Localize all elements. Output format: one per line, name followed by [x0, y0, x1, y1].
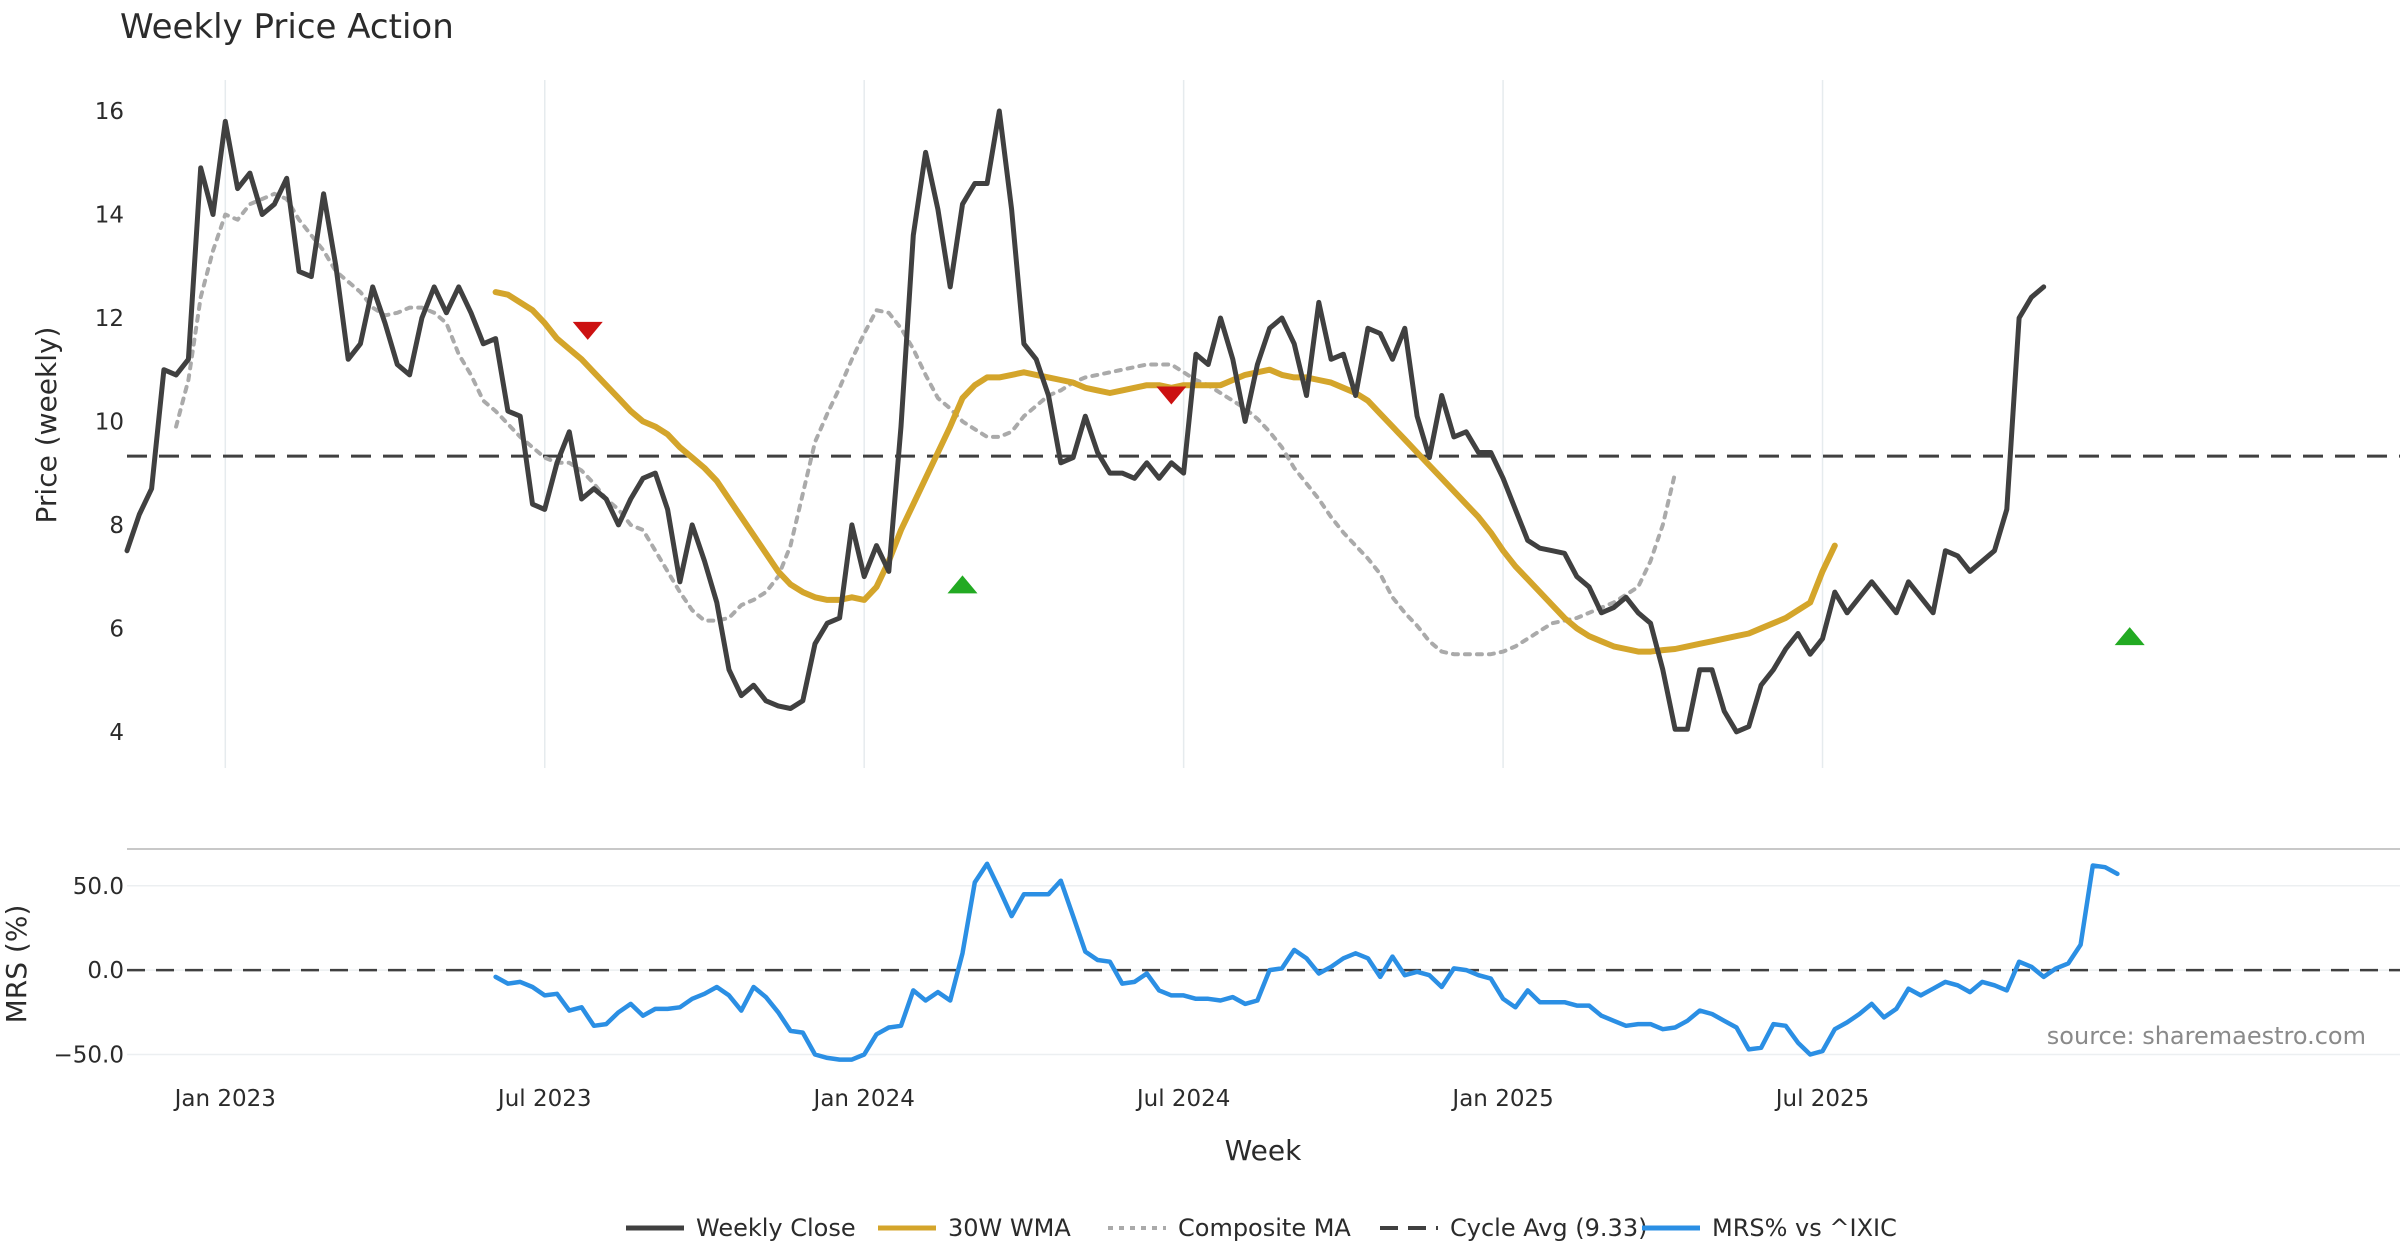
- x-axis-label: Week: [1225, 1134, 1302, 1167]
- weekly-close-line: [124, 108, 2047, 735]
- price-y-tick-label: 10: [95, 409, 124, 435]
- wma-30w-line: [492, 289, 1838, 655]
- x-tick-label: Jan 2024: [812, 1086, 915, 1112]
- x-tick-label: Jan 2023: [173, 1086, 276, 1112]
- signal-markers: [572, 321, 2145, 646]
- x-tick-label: Jan 2025: [1450, 1086, 1553, 1112]
- legend-label: Composite MA: [1178, 1214, 1351, 1242]
- chart-title: Weekly Price Action: [120, 7, 454, 47]
- reference-lines: [127, 454, 2400, 972]
- legend-label: Weekly Close: [696, 1214, 856, 1242]
- x-tick-label: Jul 2025: [1774, 1086, 1870, 1112]
- price-y-tick-label: 12: [95, 306, 124, 332]
- legend-label: 30W WMA: [948, 1214, 1071, 1242]
- mrs-y-tick-label: 0.0: [87, 958, 124, 984]
- x-ticks: Jan 2023 Jul 2023 Jan 2024 Jul 2024 Jan 2025…: [173, 1086, 1870, 1112]
- x-tick-label: Jul 2024: [1135, 1086, 1231, 1112]
- price-y-tick-label: 8: [109, 513, 124, 539]
- legend-label: Cycle Avg (9.33): [1450, 1214, 1647, 1242]
- composite-ma-line: [174, 191, 1678, 657]
- legend-label: MRS% vs ^IXIC: [1712, 1214, 1897, 1242]
- price-y-axis-label: Price (weekly): [30, 327, 63, 524]
- source-text: source: sharemaestro.com: [2047, 1022, 2366, 1050]
- price-y-tick-label: 6: [109, 616, 124, 642]
- series-lines: [124, 108, 2120, 1062]
- grid: [127, 80, 2400, 1056]
- sell-signal-marker: [572, 321, 603, 340]
- price-y-tick-label: 16: [95, 99, 124, 125]
- buy-signal-marker: [947, 575, 978, 594]
- price-y-ticks: 4 6 8 10 12 14 16: [95, 99, 124, 746]
- mrs-y-ticks: 50.0 0.0 −50.0: [54, 874, 124, 1069]
- mrs-y-axis-label: MRS (%): [0, 905, 33, 1024]
- price-y-tick-label: 4: [109, 720, 124, 746]
- buy-signal-marker: [2114, 627, 2145, 646]
- mrs-y-tick-label: −50.0: [54, 1043, 124, 1069]
- mrs-line: [493, 861, 2120, 1062]
- legend: Weekly Close 30W WMA Composite MA Cycle Avg…: [626, 1214, 1897, 1242]
- sell-signal-marker: [1156, 386, 1187, 405]
- price-y-tick-label: 14: [95, 202, 124, 228]
- mrs-y-tick-label: 50.0: [73, 874, 124, 900]
- x-tick-label: Jul 2023: [496, 1086, 592, 1112]
